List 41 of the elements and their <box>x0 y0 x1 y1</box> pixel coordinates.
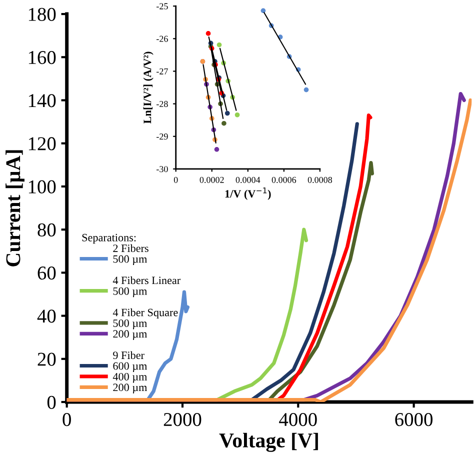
annotation: 4 Fibers Linear <box>112 276 180 284</box>
y-tick-label: 100 <box>28 180 56 194</box>
y-tick-label: -30 <box>156 166 168 172</box>
x-tick-label: 0.0002 <box>200 176 224 183</box>
legend-label: 200 µm <box>113 330 148 340</box>
y-tick-label: -25 <box>156 3 168 10</box>
legend-label: 500 µm <box>113 287 148 298</box>
y-tick-label: -27 <box>156 68 168 74</box>
x-tick-label: 0 <box>62 412 71 426</box>
y-tick-label: 160 <box>28 50 56 64</box>
x-tick-label: 0 <box>174 176 178 183</box>
y-tick-label: 20 <box>38 352 56 366</box>
y-tick-label: -28 <box>156 100 168 108</box>
y-tick-label: 80 <box>38 223 56 237</box>
annotation: 9 Fiber <box>113 351 144 360</box>
y-tick-label: -29 <box>156 134 168 140</box>
x-tick-label: 0.0008 <box>308 176 332 183</box>
y-tick-label: 40 <box>37 310 56 323</box>
legend-title: Separations: <box>82 234 136 244</box>
y-tick-label: 0 <box>47 396 56 409</box>
y-tick-label: 120 <box>28 137 56 150</box>
annotation: 2 Fibers <box>113 244 148 252</box>
legend-label: 400 µm <box>112 372 148 383</box>
x-axis-title: 1/V (V$^{−1}$) <box>225 188 271 200</box>
x-tick-label: 6000 <box>395 412 433 426</box>
y-tick-label: 60 <box>38 266 56 280</box>
legend-label: 200 µm <box>113 384 148 394</box>
x-tick-label: 0.0006 <box>272 176 296 183</box>
y-tick-label: -26 <box>156 36 168 42</box>
x-tick-label: 4000 <box>279 412 317 426</box>
legend-label: 500 µm <box>113 255 148 266</box>
y-tick-label: 140 <box>28 94 56 108</box>
legend-label: 500 µm <box>113 319 148 330</box>
x-tick-label: 0.0004 <box>236 176 260 183</box>
annotation: 4 Fiber Square <box>112 308 178 319</box>
y-axis-title: Current [µA] <box>6 150 24 266</box>
y-axis-title: Ln[I/V²] (A/V²) <box>143 52 154 124</box>
x-tick-label: 2000 <box>164 412 202 426</box>
y-tick-label: 180 <box>28 8 56 21</box>
legend-label: 600 µm <box>113 362 148 372</box>
x-axis-title: Voltage [V] <box>219 432 318 452</box>
